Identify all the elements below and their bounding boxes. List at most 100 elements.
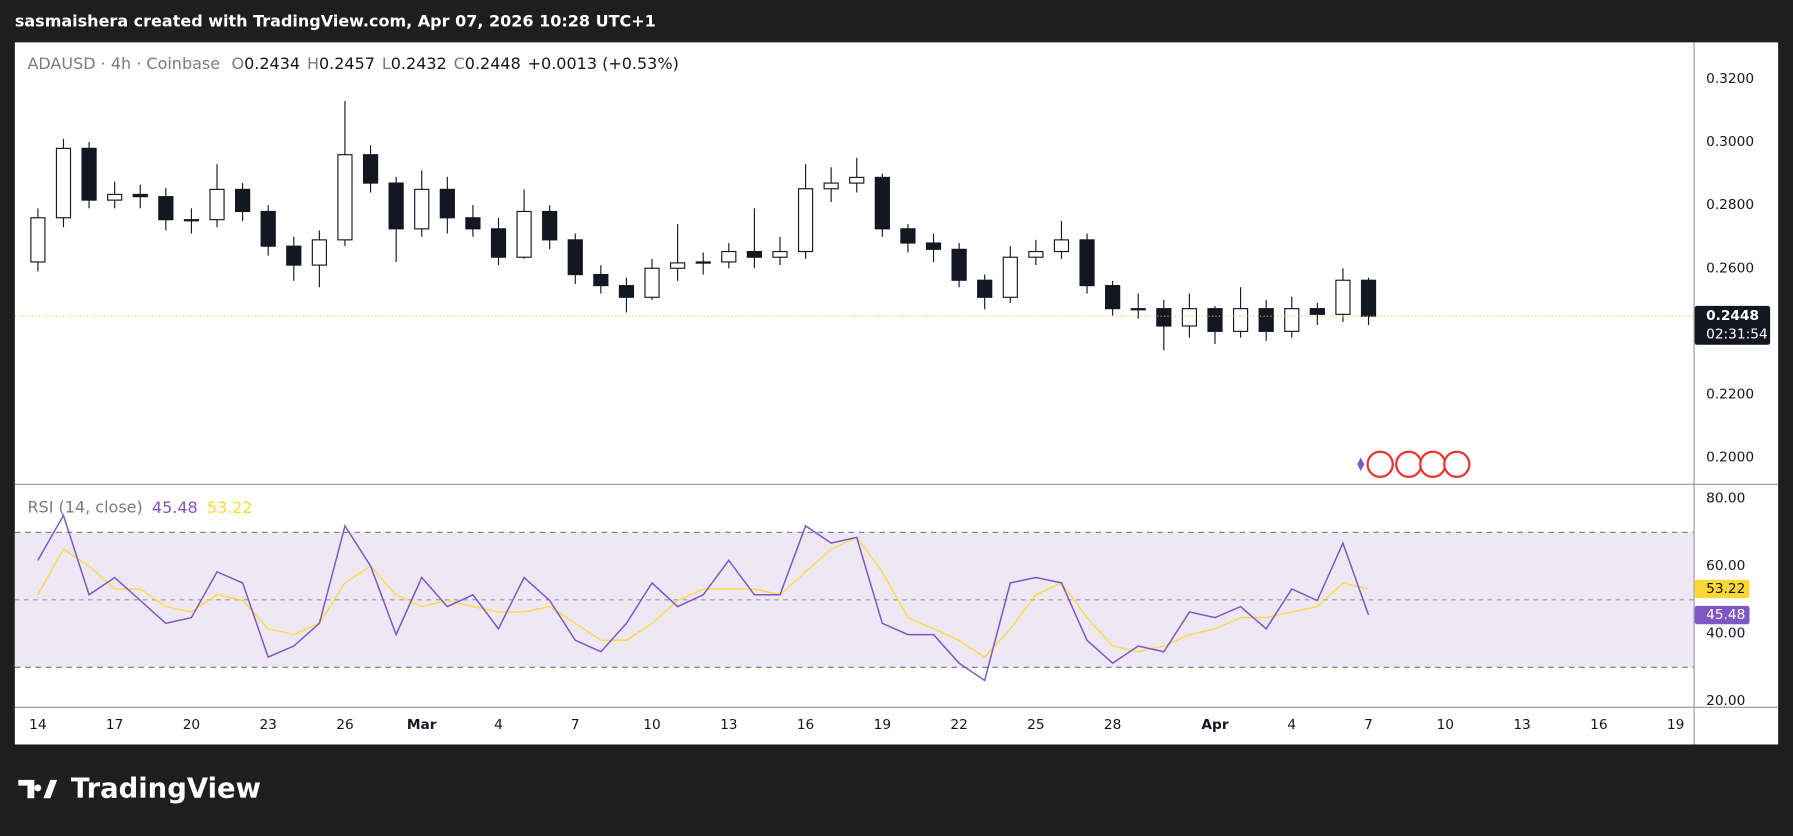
candle-body [516, 210, 532, 258]
x-tick-label: 19 [874, 717, 891, 733]
x-tick-label: 16 [797, 717, 814, 733]
y-tick-label: 0.2800 [1706, 197, 1754, 213]
x-tick-label: 7 [571, 717, 580, 733]
y-tick-label: 0.3000 [1706, 134, 1754, 150]
candle-body [183, 219, 200, 222]
legend-key: C [454, 54, 465, 73]
legend-value: 0.2457 [319, 54, 375, 73]
candle-body [158, 196, 174, 221]
candle-body [746, 250, 763, 258]
candle-body [1130, 308, 1146, 311]
x-tick-label: 26 [336, 717, 353, 733]
candle-body [1258, 308, 1274, 332]
legend-value: 53.22 [207, 497, 253, 516]
attribution: sasmaishera created with TradingView.com… [15, 11, 656, 30]
candle-body [414, 188, 430, 230]
candle-body [567, 239, 583, 276]
candle-body [823, 182, 839, 190]
x-tick-label: 13 [720, 717, 737, 733]
y-tick-label: 0.2000 [1706, 450, 1754, 466]
candle-body [618, 285, 635, 298]
candle-body [849, 176, 865, 184]
candle-body [362, 154, 379, 184]
x-tick-label: 10 [1437, 717, 1454, 733]
value-box [1694, 605, 1750, 625]
candle-body [695, 261, 711, 264]
legend-value: 0.2448 [465, 54, 521, 73]
candle-body [1207, 308, 1223, 332]
candle-body [1181, 308, 1198, 327]
candle-body [542, 210, 558, 241]
candle-body [132, 193, 148, 198]
candles [30, 101, 1377, 351]
footer-logo: TradingView [71, 774, 261, 805]
candle-body [260, 210, 276, 247]
x-tick-label: 25 [1027, 717, 1044, 733]
candle-body [1284, 308, 1300, 332]
x-tick-label: 17 [106, 717, 123, 733]
candle-body [30, 217, 46, 263]
x-tick-label: 4 [1287, 717, 1296, 733]
x-tick-label: 16 [1590, 717, 1607, 733]
x-tick-label: 20 [183, 717, 200, 733]
candle-body [1028, 250, 1044, 258]
last-price-box [1694, 305, 1771, 345]
candle-body [951, 248, 967, 281]
candle-body [1309, 308, 1325, 315]
rsi-line [37, 513, 1370, 682]
candle-body [670, 262, 686, 269]
candle-body [1156, 308, 1172, 327]
candle-body [874, 176, 890, 230]
last-price-label: 0.2448 [1706, 308, 1759, 324]
y-tick-label: 0.3200 [1706, 71, 1754, 87]
legend-key: O [232, 54, 245, 73]
x-tick-label: 4 [494, 717, 503, 733]
candle-body [1335, 279, 1351, 315]
candle-body [1079, 239, 1095, 287]
candle-body [593, 274, 609, 287]
candle-body [1002, 256, 1018, 298]
candle-body [900, 228, 916, 244]
candle-body [721, 250, 737, 263]
candle-body [55, 147, 72, 219]
candle-body [490, 228, 507, 258]
candle-body [1105, 285, 1121, 310]
pane-title: RSI (14, close) 45.48 53.22 [27, 497, 252, 516]
candle-body [81, 147, 97, 201]
symbol: ADAUSD · 4h · Coinbase [27, 54, 220, 73]
x-tick-label: 7 [1364, 717, 1373, 733]
legend-value: 0.2432 [391, 54, 447, 73]
candle-body [925, 242, 942, 250]
x-tick-label: 13 [1513, 717, 1530, 733]
legend-key: H [307, 54, 319, 73]
y-tick-label: 80.00 [1706, 491, 1745, 507]
x-tick-label: 28 [1104, 717, 1121, 733]
x-tick-label: Apr [1201, 717, 1228, 733]
candle-body [311, 239, 327, 266]
y-tick-label: 0.2600 [1706, 260, 1754, 276]
candle-body [235, 188, 251, 213]
x-tick-label: Mar [407, 717, 437, 733]
rsi-band [14, 532, 1694, 668]
tradingview-logo: TradingView [18, 774, 261, 805]
candle-body [1232, 308, 1249, 332]
x-tick-label: 14 [29, 717, 46, 733]
x-tick-label: 22 [950, 717, 967, 733]
y-tick-label: 60.00 [1706, 558, 1745, 574]
event-flags [1357, 450, 1471, 479]
candle-body [797, 188, 814, 253]
candle-body [772, 250, 788, 258]
candle-body [1360, 279, 1377, 317]
legend: ADAUSD · 4h · Coinbase O0.2434 H0.2457 L0.2… [27, 54, 678, 73]
countdown: 02:31:54 [1706, 327, 1768, 343]
y-tick-label: 20.00 [1706, 693, 1745, 709]
rsi-line [37, 536, 1369, 658]
legend-key: L [382, 54, 391, 73]
legend-change: +0.0013 (+0.53%) [528, 54, 679, 73]
candle-body [644, 267, 660, 298]
candle-body [388, 182, 404, 230]
x-tick-label: 19 [1667, 717, 1684, 733]
x-tick-label: 23 [259, 717, 276, 733]
